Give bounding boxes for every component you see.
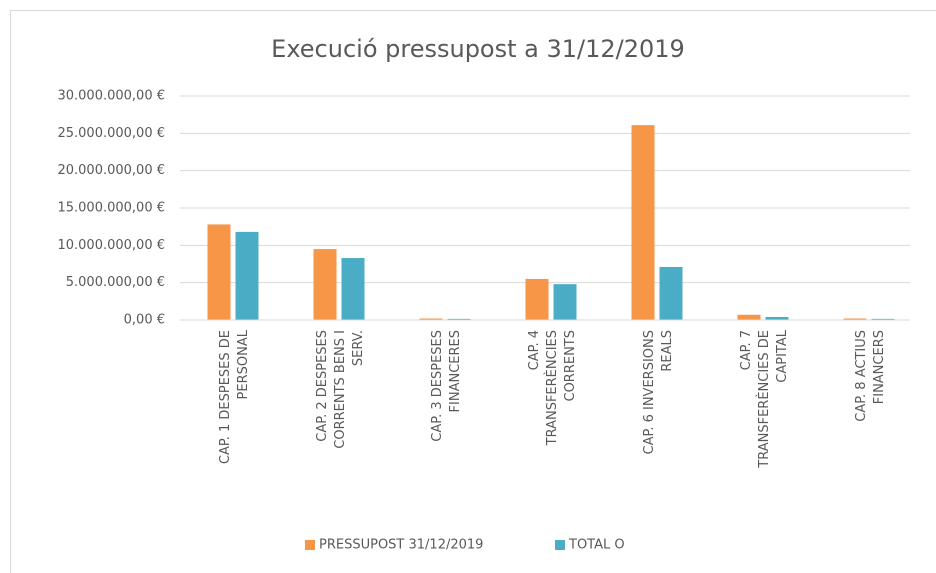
legend-label: TOTAL O [568,538,625,553]
x-tick-label: CAP. 6 INVERSIONS REALS [642,330,675,454]
chart-border [10,10,936,573]
x-tick-label: CAP. 1 DESPESES DE PERSONAL [218,329,251,464]
bar [235,231,259,320]
bar [765,317,789,320]
bar [843,318,867,320]
bar [871,318,895,320]
bar [419,318,443,320]
x-tick-label: CAP. 2 DESPESES CORRENTS BENS I SERV. [315,330,366,453]
chart-title: Execució pressupost a 31/12/2019 [271,35,685,63]
y-tick-label: 5.000.000,00 € [66,275,165,290]
y-tick-label: 30.000.000,00 € [57,89,165,104]
y-tick-label: 0,00 € [124,313,165,328]
bar [525,278,549,320]
bar [553,284,577,320]
bar [313,249,337,320]
bar [631,125,655,321]
bar [737,314,761,320]
y-tick-label: 20.000.000,00 € [57,163,165,178]
legend-label: PRESSUPOST 31/12/2019 [319,538,483,553]
x-tick-label: CAP. 7 TRANSFERÈNCIES DE CAPITAL [739,329,790,472]
y-tick-label: 25.000.000,00 € [57,126,165,141]
x-tick-label: CAP. 4 TRANSFERÈNCIES CORRENTS [527,330,578,450]
x-tick-label: CAP. 8 ACTIUS FINANCERS [854,330,887,422]
legend-swatch [555,540,565,550]
bar [659,266,683,320]
x-tick-label: CAP. 3 DESPESES FINANCERES [430,330,463,442]
y-tick-label: 15.000.000,00 € [57,201,165,216]
bar [447,318,471,320]
bar [207,224,231,320]
legend-swatch [305,540,315,550]
y-tick-label: 10.000.000,00 € [57,238,165,253]
bar [341,258,365,320]
